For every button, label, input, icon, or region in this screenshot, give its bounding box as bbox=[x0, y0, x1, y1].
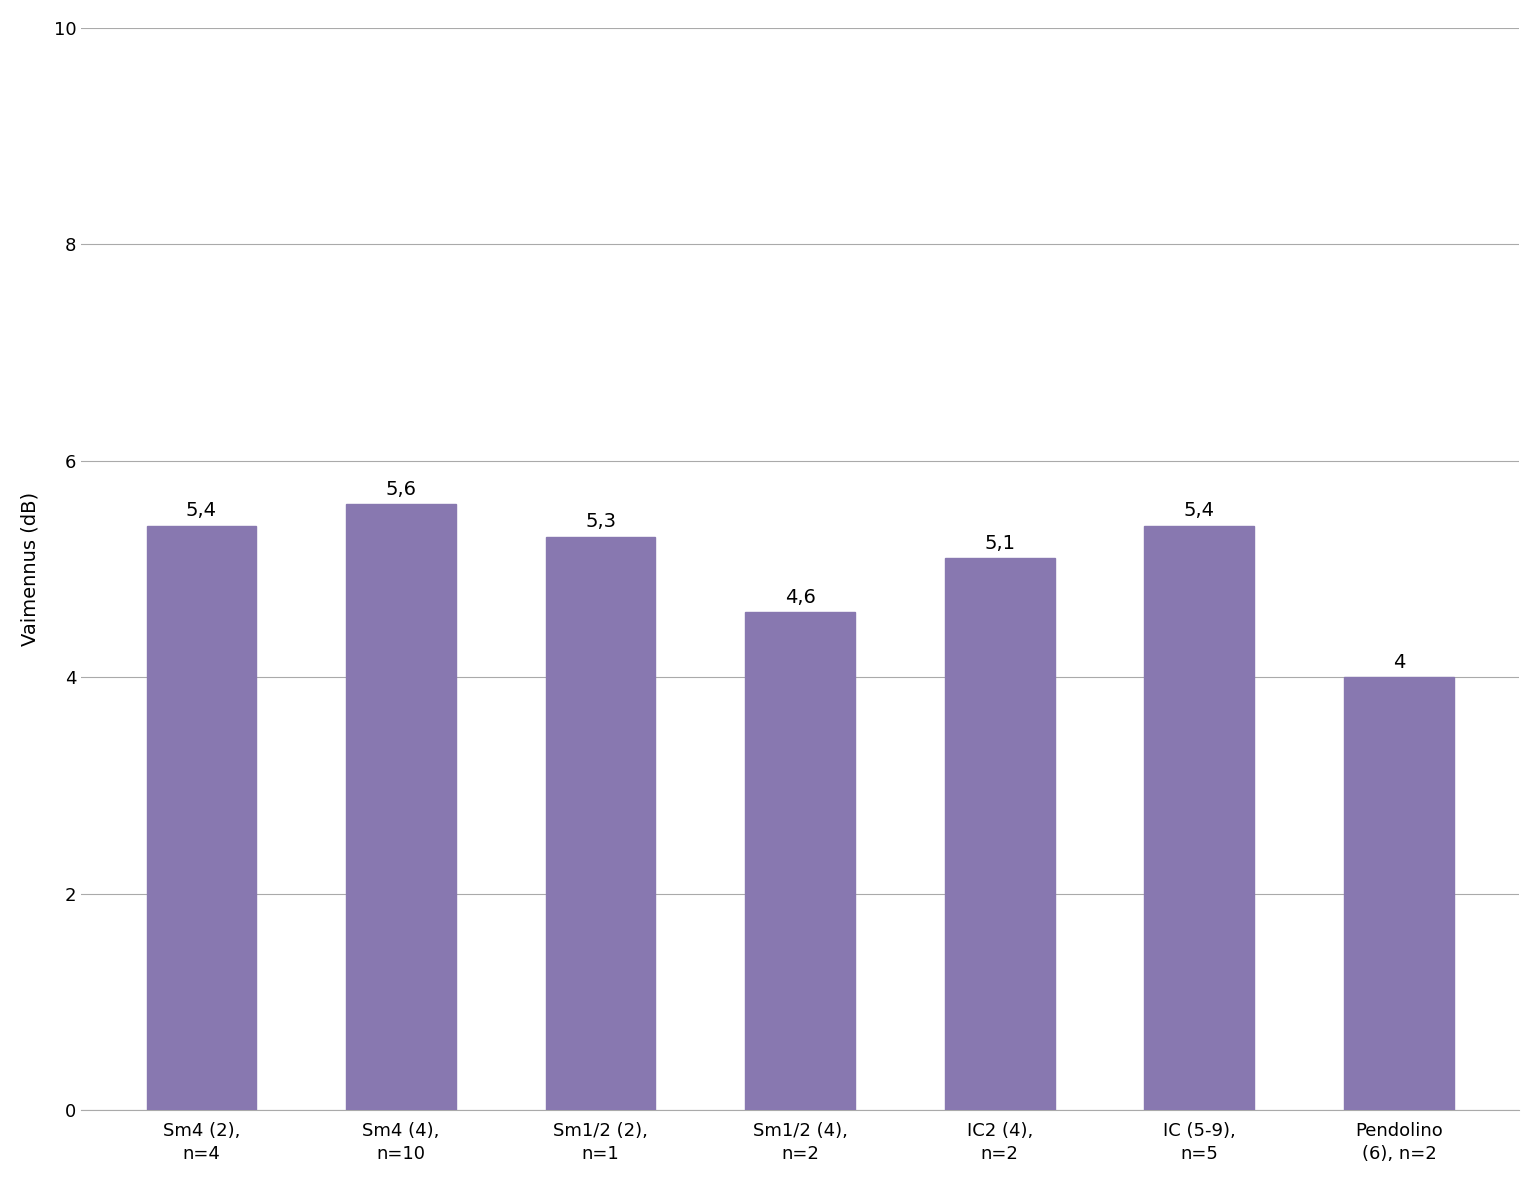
Bar bbox=[946, 559, 1055, 1111]
Text: 5,3: 5,3 bbox=[585, 513, 616, 532]
Text: 4,6: 4,6 bbox=[785, 588, 816, 607]
Text: 5,4: 5,4 bbox=[186, 502, 217, 521]
Bar bbox=[146, 526, 256, 1111]
Text: 5,1: 5,1 bbox=[984, 534, 1015, 553]
Y-axis label: Vaimennus (dB): Vaimennus (dB) bbox=[22, 493, 40, 646]
Text: 4: 4 bbox=[1392, 654, 1404, 673]
Bar bbox=[1144, 526, 1254, 1111]
Text: 5,4: 5,4 bbox=[1184, 502, 1215, 521]
Bar bbox=[1344, 677, 1454, 1111]
Bar bbox=[545, 536, 656, 1111]
Text: 5,6: 5,6 bbox=[385, 480, 416, 498]
Bar bbox=[745, 612, 855, 1111]
Bar bbox=[346, 504, 456, 1111]
